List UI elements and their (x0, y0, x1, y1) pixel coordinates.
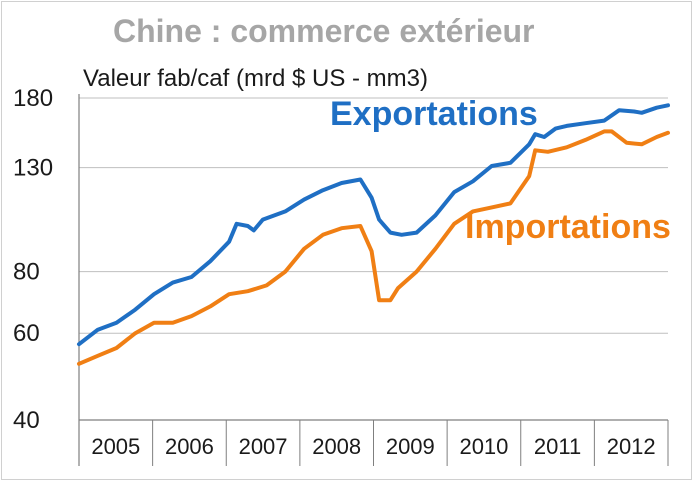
x-tick-label-2009: 2009 (386, 434, 435, 459)
text-layer: Chine : commerce extérieur Valeur fab/ca… (83, 13, 671, 246)
x-tick-label-2012: 2012 (607, 434, 656, 459)
series-layer (77, 103, 670, 366)
y-tick-label-130: 130 (13, 155, 53, 182)
x-tick-label-2006: 2006 (165, 434, 214, 459)
x-tick-label-2008: 2008 (312, 434, 361, 459)
series-line-exportations (77, 103, 670, 347)
series-line-importations (77, 129, 670, 366)
axis-layer: 40 60 80 130 180 2005 2006 2007 2008 2009 2010 2011… (13, 85, 669, 466)
x-tick-label-2005: 2005 (91, 434, 140, 459)
y-tick-label-180: 180 (13, 85, 53, 112)
y-tick-label-40: 40 (13, 407, 40, 434)
y-tick-label-60: 60 (13, 320, 40, 347)
series-label-importations: Importations (465, 208, 671, 246)
chart-title: Chine : commerce extérieur (113, 13, 535, 49)
x-tick-label-2011: 2011 (534, 434, 581, 459)
y-axis-title: Valeur fab/caf (mrd $ US - mm3) (83, 65, 428, 92)
y-tick-label-80: 80 (13, 259, 40, 286)
series-label-exportations: Exportations (330, 95, 538, 133)
x-tick-label-2007: 2007 (239, 434, 288, 459)
x-tick-label-2010: 2010 (459, 434, 508, 459)
